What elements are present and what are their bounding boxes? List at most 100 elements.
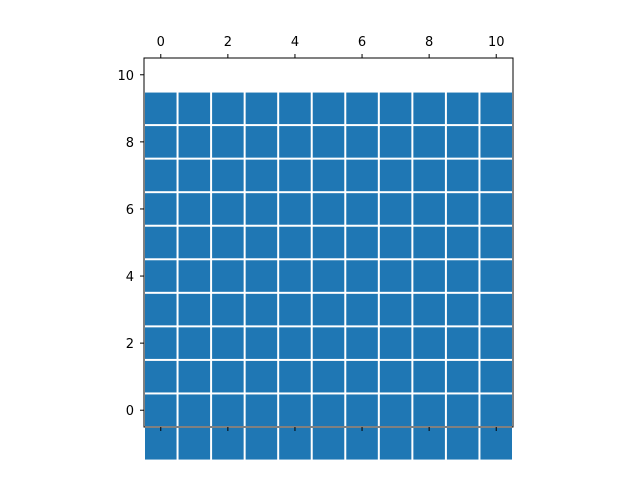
heatmap-cell [413, 394, 445, 426]
axis-ticks: 0 2 4 6 8 10 0 2 4 6 8 10 [117, 35, 505, 431]
heatmap-cell [178, 327, 211, 359]
heatmap-cell [279, 126, 311, 158]
heatmap-cell [446, 293, 479, 326]
heatmap-cell [312, 293, 345, 326]
y-tick-label: 2 [126, 337, 134, 352]
x-tick-label: 8 [425, 35, 433, 50]
heatmap-cell [212, 126, 244, 158]
heatmap-cell [312, 193, 345, 225]
heatmap-cell [145, 428, 177, 460]
heatmap-cell [178, 193, 211, 225]
plot-frame [143, 57, 514, 428]
heatmap-cell [178, 92, 211, 125]
heatmap-cell [379, 428, 412, 460]
heatmap-cell [413, 159, 445, 192]
heatmap-cell [279, 293, 311, 326]
heatmap-cell [245, 226, 278, 259]
x-tick-label: 2 [224, 35, 232, 50]
heatmap-cell [480, 428, 512, 460]
heatmap-cell [178, 226, 211, 259]
heatmap-cell [346, 260, 378, 292]
heatmap-cell [446, 193, 479, 225]
heatmap-cell [279, 226, 311, 259]
heatmap-cell [312, 394, 345, 426]
heatmap-cell [379, 327, 412, 359]
heatmap-cell [480, 193, 512, 225]
y-tick-label: 0 [126, 404, 134, 419]
heatmap-cells [145, 92, 512, 460]
heatmap-cell [212, 428, 244, 460]
y-tick-label: 10 [117, 69, 134, 84]
x-tick-label: 10 [488, 35, 505, 50]
heatmap-cell [145, 260, 177, 292]
heatmap-cell [178, 126, 211, 158]
heatmap-cell [145, 193, 177, 225]
heatmap-cell [279, 394, 311, 426]
heatmap-cell [379, 92, 412, 125]
heatmap-cell [413, 293, 445, 326]
heatmap-cell [446, 394, 479, 426]
heatmap-cell [379, 293, 412, 326]
heatmap-cell [312, 126, 345, 158]
heatmap-cell [279, 360, 311, 393]
heatmap-cell [346, 327, 378, 359]
heatmap-cell [346, 293, 378, 326]
heatmap-cell [379, 159, 412, 192]
heatmap-cell [212, 92, 244, 125]
heatmap-cell [279, 92, 311, 125]
y-tick-label: 8 [126, 136, 134, 151]
heatmap-cell [312, 92, 345, 125]
heatmap-cell [145, 226, 177, 259]
heatmap-cell [312, 327, 345, 359]
heatmap-cell [312, 360, 345, 393]
heatmap-cell [346, 394, 378, 426]
heatmap-cell [178, 360, 211, 393]
heatmap-cell [446, 226, 479, 259]
heatmap-cell [145, 293, 177, 326]
heatmap-cell [379, 394, 412, 426]
heatmap-cell [145, 360, 177, 393]
heatmap-cell [480, 126, 512, 158]
heatmap-cell [145, 159, 177, 192]
x-tick-label: 0 [157, 35, 165, 50]
heatmap-cell [446, 159, 479, 192]
heatmap-cell [212, 394, 244, 426]
heatmap-cell [245, 260, 278, 292]
heatmap-cell [346, 360, 378, 393]
heatmap-cell [145, 92, 177, 125]
heatmap-cell [413, 126, 445, 158]
heatmap-cell [413, 226, 445, 259]
heatmap-cell [279, 260, 311, 292]
heatmap-cell [480, 92, 512, 125]
heatmap-cell [279, 327, 311, 359]
heatmap-cell [346, 226, 378, 259]
heatmap-cell [346, 159, 378, 192]
y-tick-label: 6 [126, 203, 134, 218]
heatmap-cell [480, 360, 512, 393]
heatmap-cell [446, 360, 479, 393]
heatmap-cell [212, 327, 244, 359]
heatmap-cell [346, 193, 378, 225]
heatmap-cell [212, 159, 244, 192]
heatmap-cell [379, 360, 412, 393]
heatmap-cell [346, 92, 378, 125]
heatmap-cell [245, 126, 278, 158]
heatmap-cell [279, 159, 311, 192]
heatmap-cell [446, 126, 479, 158]
heatmap-cell [413, 260, 445, 292]
heatmap-cell [245, 394, 278, 426]
heatmap-cell [446, 428, 479, 460]
heatmap-cell [279, 193, 311, 225]
heatmap-cell [312, 226, 345, 259]
heatmap-cell [446, 92, 479, 125]
heatmap-cell [379, 260, 412, 292]
heatmap-cell [446, 260, 479, 292]
x-tick-label: 6 [358, 35, 366, 50]
heatmap-cell [413, 92, 445, 125]
heatmap-cell [245, 92, 278, 125]
heatmap-cell [145, 394, 177, 426]
heatmap-cell [212, 260, 244, 292]
heatmap-cell [245, 293, 278, 326]
heatmap-cell [413, 193, 445, 225]
